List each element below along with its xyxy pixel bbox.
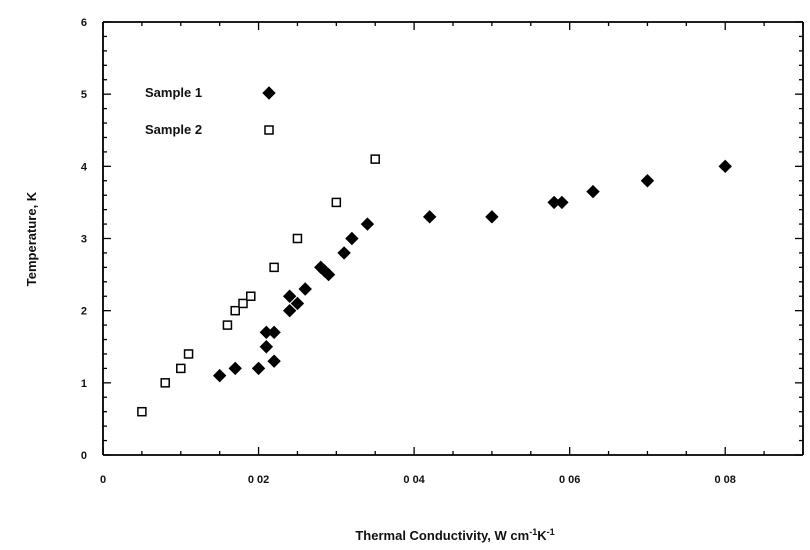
y-tick-label: 3 bbox=[81, 234, 87, 246]
y-tick-label: 2 bbox=[81, 306, 87, 318]
sample-2-point bbox=[246, 291, 256, 301]
sample-2-point bbox=[331, 197, 342, 208]
sample-1-point bbox=[485, 210, 499, 224]
legend-marker-sample-1 bbox=[262, 86, 276, 100]
sample-1-point bbox=[290, 296, 305, 311]
sample-2-point bbox=[238, 298, 248, 309]
y-tick-label: 1 bbox=[81, 378, 87, 390]
y-tick-label: 0 bbox=[81, 450, 87, 462]
sample-1-point bbox=[640, 174, 655, 188]
sample-1-point bbox=[267, 354, 281, 368]
sample-1-point bbox=[228, 361, 242, 376]
x-axis-title-base: Thermal Conductivity, W cm bbox=[355, 528, 529, 543]
sample-2-point bbox=[230, 305, 240, 316]
sample-1-point bbox=[360, 217, 375, 231]
x-axis-title-sup2: -1 bbox=[547, 527, 555, 537]
tick-labels: 0 0 02 0 04 0 06 0 08 0 1 2 3 4 5 6 bbox=[81, 17, 736, 486]
data-points bbox=[137, 154, 732, 417]
sample-1-point bbox=[555, 195, 569, 210]
sample-1-point bbox=[337, 246, 351, 260]
sample-1-point bbox=[422, 210, 437, 224]
legend-label: Sample 2 bbox=[145, 122, 202, 137]
x-tick-label: 0 04 bbox=[403, 474, 425, 486]
x-tick-label: 0 bbox=[100, 474, 106, 486]
axes bbox=[102, 21, 804, 456]
y-tick-label: 5 bbox=[81, 89, 87, 101]
y-tick-label: 4 bbox=[81, 161, 88, 173]
sample-2-point bbox=[370, 154, 380, 164]
sample-1-point bbox=[267, 325, 281, 340]
sample-1-point bbox=[317, 264, 332, 278]
x-tick-label: 0 08 bbox=[715, 474, 736, 486]
sample-1-point bbox=[282, 303, 297, 318]
y-tick-label: 6 bbox=[81, 17, 87, 29]
x-axis-title-sup1: -1 bbox=[529, 527, 537, 537]
tick-marks bbox=[102, 21, 804, 456]
sample-2-point bbox=[176, 363, 186, 374]
x-axis-title: Thermal Conductivity, W cm-1K-1 bbox=[355, 527, 554, 543]
sample-1-point bbox=[586, 184, 600, 199]
sample-2-point bbox=[137, 406, 147, 417]
sample-2-point bbox=[160, 378, 170, 388]
x-tick-label: 0 02 bbox=[248, 474, 269, 486]
y-axis-title: Temperature, K bbox=[24, 191, 39, 286]
sample-1-point bbox=[718, 159, 732, 174]
sample-1-point bbox=[282, 289, 297, 303]
legend-marker-sample-2 bbox=[264, 125, 274, 135]
sample-1-point bbox=[345, 231, 359, 246]
x-tick-label: 0 06 bbox=[559, 474, 580, 486]
legend: Sample 1 Sample 2 bbox=[145, 85, 276, 137]
sample-1-point bbox=[212, 368, 227, 383]
sample-2-point bbox=[222, 320, 233, 330]
sample-1-point bbox=[298, 282, 312, 296]
sample-2-point bbox=[269, 262, 279, 273]
sample-2-point bbox=[292, 233, 303, 244]
x-axis-title-mid: K bbox=[537, 528, 547, 543]
legend-label: Sample 1 bbox=[145, 85, 202, 100]
sample-1-point bbox=[259, 340, 274, 354]
sample-1-point bbox=[251, 361, 266, 376]
sample-2-point bbox=[183, 349, 194, 359]
